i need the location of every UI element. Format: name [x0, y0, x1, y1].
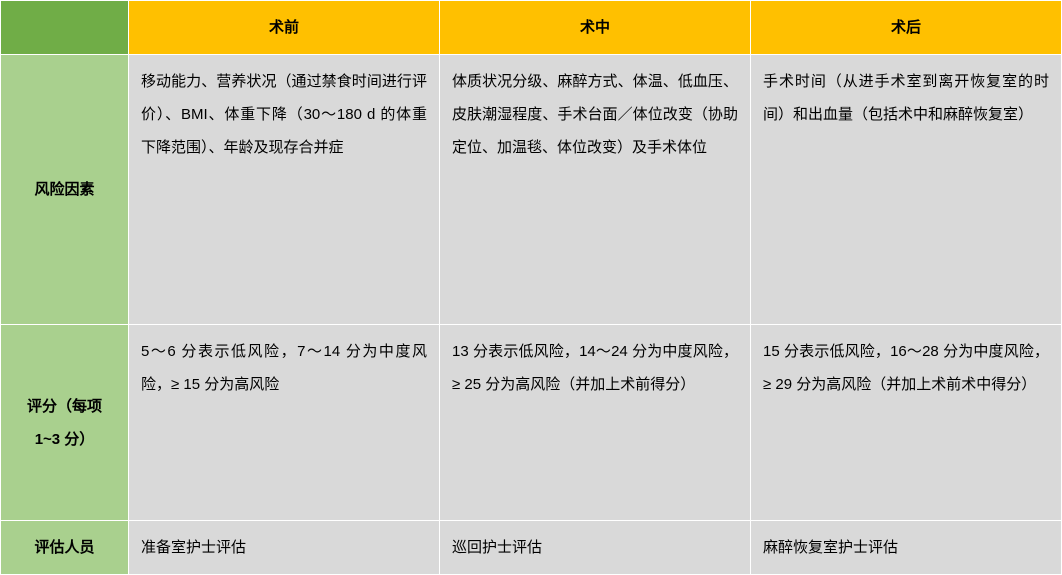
table-header-row: 术前 术中 术后 [1, 1, 1062, 55]
cell-score-intra: 13 分表示低风险，14～24 分为中度风险，≥ 25 分为高风险（并加上术前得… [440, 325, 751, 521]
cell-assessor-pre: 准备室护士评估 [129, 521, 440, 575]
col-header-post: 术后 [751, 1, 1062, 55]
col-header-pre: 术前 [129, 1, 440, 55]
row-label-risk-factors: 风险因素 [1, 55, 129, 325]
table-row: 评估人员 准备室护士评估 巡回护士评估 麻醉恢复室护士评估 [1, 521, 1062, 575]
cell-assessor-post: 麻醉恢复室护士评估 [751, 521, 1062, 575]
cell-risk-intra: 体质状况分级、麻醉方式、体温、低血压、皮肤潮湿程度、手术台面／体位改变（协助定位… [440, 55, 751, 325]
cell-score-pre: 5～6 分表示低风险，7～14 分为中度风险，≥ 15 分为高风险 [129, 325, 440, 521]
cell-assessor-intra: 巡回护士评估 [440, 521, 751, 575]
col-header-intra: 术中 [440, 1, 751, 55]
table-row: 评分（每项 1~3 分） 5～6 分表示低风险，7～14 分为中度风险，≥ 15… [1, 325, 1062, 521]
cell-score-post: 15 分表示低风险，16～28 分为中度风险，≥ 29 分为高风险（并加上术前术… [751, 325, 1062, 521]
risk-assessment-table: 术前 术中 术后 风险因素 移动能力、营养状况（通过禁食时间进行评价）、BMI、… [0, 0, 1062, 575]
table-row: 风险因素 移动能力、营养状况（通过禁食时间进行评价）、BMI、体重下降（30～1… [1, 55, 1062, 325]
header-corner-cell [1, 1, 129, 55]
risk-table-container: 术前 术中 术后 风险因素 移动能力、营养状况（通过禁食时间进行评价）、BMI、… [0, 0, 1062, 575]
row-label-assessor: 评估人员 [1, 521, 129, 575]
cell-risk-pre: 移动能力、营养状况（通过禁食时间进行评价）、BMI、体重下降（30～180 d … [129, 55, 440, 325]
cell-risk-post: 手术时间（从进手术室到离开恢复室的时间）和出血量（包括术中和麻醉恢复室） [751, 55, 1062, 325]
row-label-scoring: 评分（每项 1~3 分） [1, 325, 129, 521]
